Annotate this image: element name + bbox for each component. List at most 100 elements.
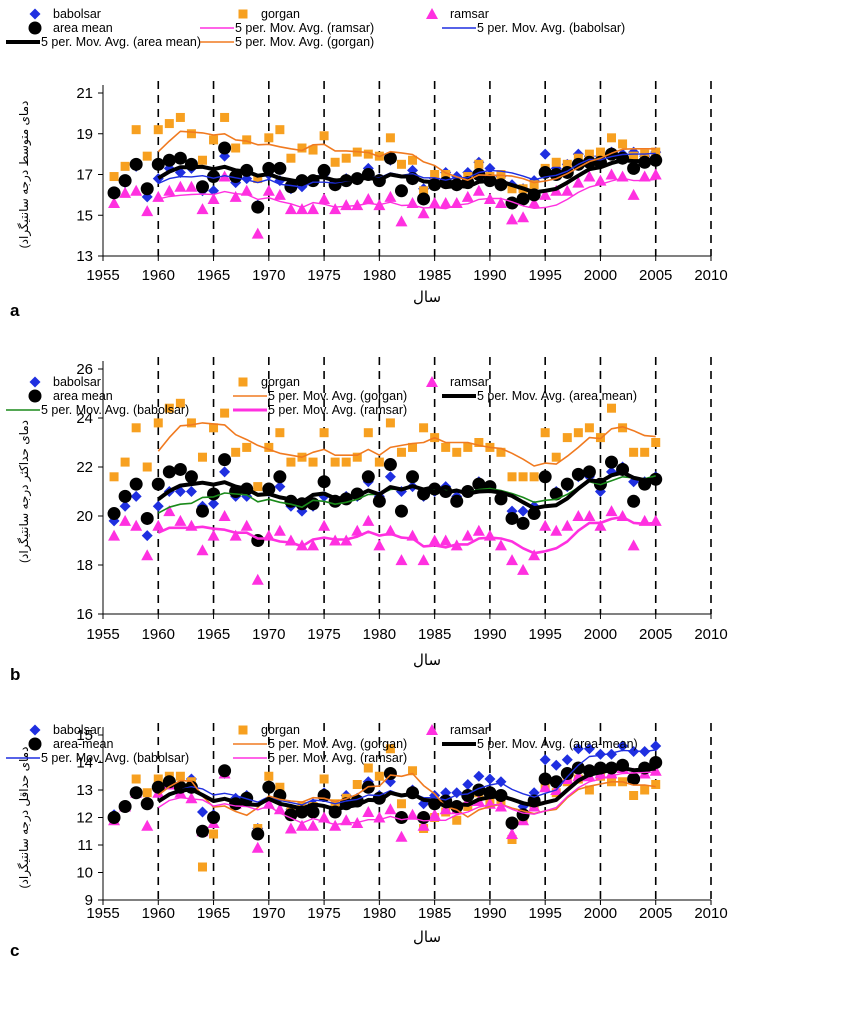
data-point — [551, 157, 561, 167]
x-axis-title: سال — [413, 289, 441, 306]
data-point — [394, 184, 408, 198]
x-tick-label: 1975 — [307, 905, 340, 922]
x-tick-label: 1990 — [473, 626, 506, 643]
data-point — [441, 442, 451, 452]
data-point — [363, 428, 373, 438]
data-point — [118, 800, 132, 813]
data-point — [560, 477, 574, 491]
data-point — [251, 841, 264, 853]
data-point — [571, 467, 585, 481]
data-point — [627, 188, 640, 200]
legend-marker — [29, 724, 41, 736]
data-point — [330, 457, 340, 467]
data-point — [107, 186, 121, 200]
legend-label: ramsar — [450, 7, 489, 21]
data-point — [120, 457, 130, 467]
data-point — [330, 157, 340, 167]
data-point — [594, 748, 606, 760]
data-point — [494, 539, 507, 551]
legend-label: 5 per. Mov. Avg. (area mean) — [477, 389, 637, 403]
legend-marker — [28, 389, 42, 403]
data-point — [640, 447, 650, 457]
data-point — [131, 125, 141, 135]
data-point — [308, 145, 318, 155]
data-point — [142, 151, 152, 161]
y-tick-label: 17 — [76, 167, 93, 184]
data-point — [185, 180, 198, 192]
data-point — [275, 125, 285, 135]
x-tick-label: 1980 — [363, 626, 396, 643]
legend-label: babolsar — [53, 375, 101, 389]
data-point — [408, 442, 418, 452]
chart-panel-c: 9 10 11 12 13 14 15 1955 1960 1965 1970 1975 1980 198… — [6, 723, 728, 960]
data-point — [605, 505, 618, 517]
data-point — [262, 184, 275, 196]
x-tick-label: 1965 — [197, 267, 230, 284]
data-point — [573, 428, 583, 438]
data-point — [164, 119, 174, 129]
data-point — [141, 530, 153, 542]
data-point — [253, 174, 263, 184]
data-point — [617, 740, 629, 752]
data-point — [506, 554, 519, 566]
data-point — [549, 775, 563, 789]
data-point — [175, 398, 185, 408]
data-point — [275, 428, 285, 438]
x-tick-label: 1990 — [473, 905, 506, 922]
data-point — [439, 197, 452, 209]
moving-average-line — [157, 422, 656, 467]
data-point — [649, 168, 662, 180]
data-point — [606, 748, 618, 760]
x-tick-label: 1990 — [473, 267, 506, 284]
x-tick-label: 1975 — [307, 267, 340, 284]
data-point — [594, 519, 607, 531]
data-point — [561, 519, 574, 531]
legend-marker — [29, 376, 41, 388]
data-point — [461, 190, 474, 202]
data-point — [240, 184, 253, 196]
moving-average-line — [157, 515, 656, 555]
x-tick-label: 1970 — [252, 626, 285, 643]
data-point — [319, 131, 329, 141]
x-tick-label: 1955 — [86, 905, 119, 922]
panel-letter: b — [10, 665, 20, 684]
x-axis-title: سال — [413, 652, 441, 669]
data-point — [219, 466, 231, 478]
data-point — [341, 153, 351, 163]
y-axis-title: دمای متوسط درجه سانتیگراد) — [17, 101, 32, 249]
data-point — [297, 143, 307, 153]
data-point — [494, 800, 507, 812]
panel-letter: a — [10, 301, 20, 320]
x-tick-label: 1975 — [307, 626, 340, 643]
data-point — [516, 192, 530, 206]
data-point — [184, 470, 198, 484]
data-point — [240, 519, 253, 531]
data-point — [119, 186, 132, 198]
data-point — [505, 196, 519, 210]
legend-marker — [28, 21, 42, 35]
data-point — [584, 149, 594, 159]
data-point — [560, 767, 574, 780]
data-point — [207, 811, 221, 824]
data-point — [472, 524, 485, 536]
y-tick-label: 22 — [76, 459, 93, 476]
legend-label: ramsar — [450, 375, 489, 389]
data-point — [153, 774, 163, 784]
data-point — [472, 477, 486, 491]
data-point — [107, 811, 121, 824]
data-point — [108, 197, 121, 209]
data-point — [151, 780, 165, 794]
data-point — [374, 457, 384, 467]
moving-average-line — [158, 177, 656, 210]
data-point — [231, 447, 241, 457]
x-tick-label: 1970 — [252, 905, 285, 922]
data-point — [507, 472, 517, 482]
x-tick-label: 1995 — [528, 905, 561, 922]
data-point — [618, 139, 628, 149]
data-point — [627, 161, 641, 175]
data-point — [207, 192, 220, 204]
data-point — [518, 472, 528, 482]
data-point — [286, 153, 296, 163]
data-point — [506, 213, 519, 225]
